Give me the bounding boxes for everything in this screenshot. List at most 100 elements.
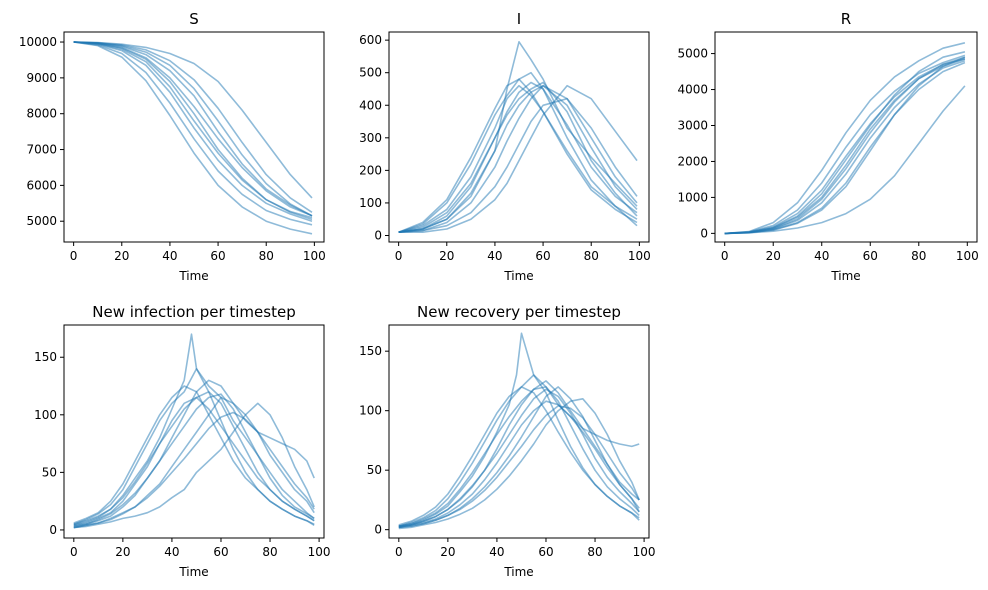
y-tick-label: 4000 (677, 83, 708, 97)
series-line-7 (398, 71, 638, 233)
x-axis-label: Time (178, 565, 208, 579)
x-tick-label: 100 (628, 249, 651, 263)
series-line-6 (398, 78, 638, 233)
x-tick-label: 0 (395, 249, 403, 263)
series-line-9 (73, 41, 313, 217)
y-tick-label: 200 (359, 163, 382, 177)
x-tick-label: 40 (487, 249, 502, 263)
series-line-3 (73, 396, 315, 529)
series-line-4 (724, 42, 966, 235)
series-line-7 (73, 391, 315, 527)
y-tick-label: 400 (359, 98, 382, 112)
series-line-3 (724, 54, 966, 235)
series-line-4 (73, 402, 315, 529)
series-line-7 (724, 56, 966, 235)
plot-frame (714, 31, 978, 243)
chart-panel-1: 0 20 40 60 80 100 0 100 200 300 400 500 600 Time I (359, 10, 651, 283)
chart-panel-4: 0 20 40 60 80 100 0 50 100 150 Time New recovery pe… (359, 303, 655, 579)
y-tick-label: 150 (359, 344, 382, 358)
series-line-2 (398, 81, 638, 233)
chart-title: S (189, 10, 199, 28)
x-tick-label: 80 (587, 545, 602, 559)
plot-frame (63, 324, 325, 539)
x-tick-label: 20 (766, 249, 781, 263)
y-tick-label: 5000 (677, 47, 708, 61)
x-tick-label: 80 (911, 249, 926, 263)
x-axis-label: Time (830, 269, 860, 283)
x-tick-label: 60 (535, 249, 550, 263)
series-line-7 (398, 386, 640, 527)
chart-title: New recovery per timestep (417, 303, 621, 321)
x-tick-label: 60 (863, 249, 878, 263)
y-tick-label: 100 (359, 404, 382, 418)
series-line-3 (73, 41, 313, 226)
series-line-6 (73, 41, 313, 217)
y-tick-label: 1000 (677, 190, 708, 204)
series-line-8 (73, 393, 315, 528)
chart-panel-0: 0 20 40 60 80 100 5000 6000 7000 8000 9000 10000 Tim… (19, 10, 326, 283)
plot-frame (388, 31, 650, 243)
x-tick-label: 0 (721, 249, 729, 263)
series-line-2 (724, 58, 966, 235)
series-line-8 (724, 51, 966, 235)
series-line-9 (724, 56, 966, 235)
x-tick-label: 40 (489, 545, 504, 559)
y-tick-label: 50 (367, 463, 382, 477)
x-tick-label: 100 (956, 249, 979, 263)
y-tick-label: 2000 (677, 154, 708, 168)
y-tick-label: 0 (49, 523, 57, 537)
chart-title: New infection per timestep (92, 303, 295, 321)
x-tick-label: 60 (210, 249, 225, 263)
series-line-0 (73, 333, 315, 525)
x-tick-label: 100 (303, 249, 326, 263)
x-tick-label: 60 (538, 545, 553, 559)
y-tick-label: 8000 (26, 107, 57, 121)
y-tick-label: 9000 (26, 71, 57, 85)
series-line-9 (73, 411, 315, 529)
series-line-6 (73, 368, 315, 526)
x-tick-label: 80 (259, 249, 274, 263)
series-line-8 (73, 41, 313, 219)
x-tick-label: 40 (814, 249, 829, 263)
y-tick-label: 0 (700, 226, 708, 240)
x-tick-label: 40 (162, 249, 177, 263)
series-line-4 (398, 398, 640, 530)
series-line-5 (724, 58, 966, 235)
series-line-8 (398, 81, 638, 233)
series-line-5 (73, 385, 315, 525)
series-line-2 (398, 400, 640, 529)
y-tick-label: 7000 (26, 143, 57, 157)
x-axis-label: Time (178, 269, 208, 283)
series-line-3 (398, 84, 638, 233)
series-line-0 (724, 85, 966, 235)
y-tick-label: 0 (374, 228, 382, 242)
x-tick-label: 60 (213, 545, 228, 559)
series-line-9 (398, 84, 638, 233)
plot-frame (388, 324, 650, 539)
y-tick-label: 100 (359, 196, 382, 210)
series-line-5 (73, 41, 313, 222)
y-tick-label: 50 (42, 465, 57, 479)
y-tick-label: 150 (34, 350, 57, 364)
series-line-7 (73, 41, 313, 213)
chart-panel-3: 0 20 40 60 80 100 0 50 100 150 Time New infection p… (34, 303, 330, 579)
x-tick-label: 80 (262, 545, 277, 559)
x-tick-label: 0 (395, 545, 403, 559)
y-tick-label: 6000 (26, 178, 57, 192)
series-line-6 (724, 60, 966, 235)
y-tick-label: 600 (359, 33, 382, 47)
series-line-9 (398, 405, 640, 529)
x-tick-label: 20 (115, 545, 130, 559)
series-line-5 (398, 84, 638, 233)
x-axis-label: Time (503, 269, 533, 283)
y-tick-label: 500 (359, 66, 382, 80)
series-line-1 (398, 380, 640, 527)
x-tick-label: 0 (70, 545, 78, 559)
series-line-1 (398, 84, 638, 233)
x-tick-label: 0 (70, 249, 78, 263)
series-line-4 (398, 97, 638, 233)
x-tick-label: 40 (164, 545, 179, 559)
series-line-1 (73, 41, 313, 217)
